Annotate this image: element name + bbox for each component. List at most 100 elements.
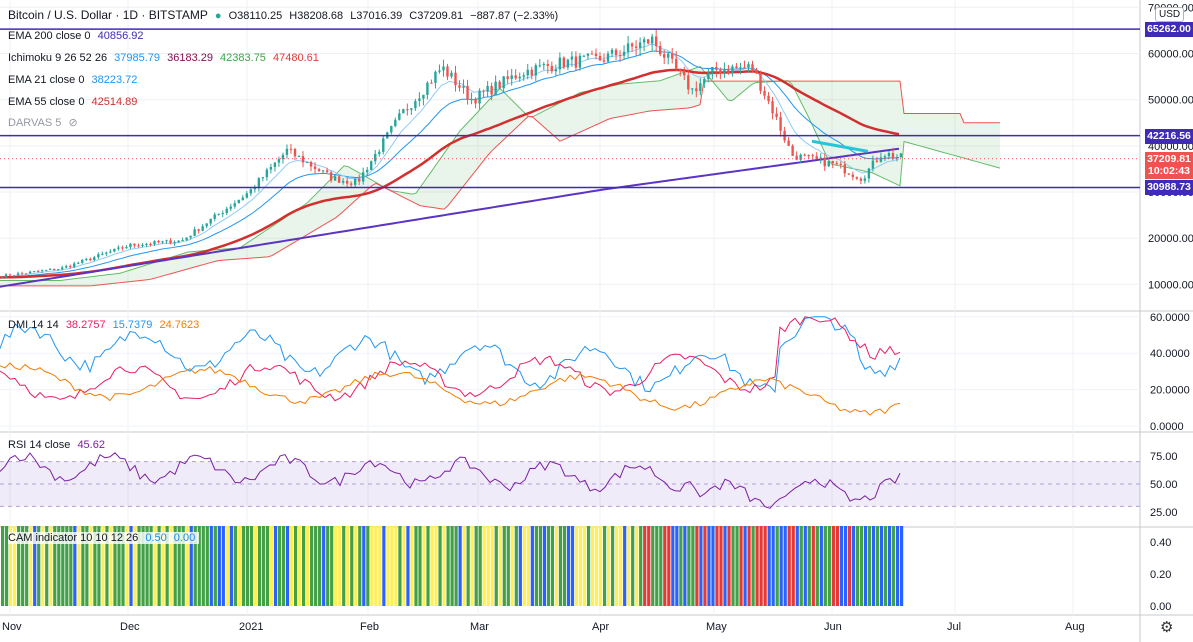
price-tick-label: 40000.00 (1148, 141, 1193, 153)
candle-body (241, 197, 244, 200)
candle-body (458, 85, 461, 88)
ema21-value: 38223.72 (91, 74, 138, 86)
candle-body (554, 69, 558, 72)
cam-legend[interactable]: CAM indicator 10 10 12 26 0.50 0.00 (8, 532, 200, 544)
candle-body (719, 69, 722, 74)
cam-bar (723, 526, 727, 606)
candle-body (121, 247, 124, 249)
cam-bar (699, 526, 703, 606)
candle-body (97, 254, 100, 258)
ema55-legend[interactable]: EMA 55 close 0 42514.89 (8, 96, 141, 108)
cam-bar (695, 526, 699, 606)
cam-bar (61, 526, 65, 606)
candle-body (494, 81, 497, 95)
candle-body (562, 57, 566, 68)
candle-body (93, 257, 96, 260)
candle-body (470, 99, 473, 101)
symbol-title[interactable]: Bitcoin / U.S. Dollar · 1D · BITSTAMP (8, 8, 208, 22)
candle-body (313, 166, 317, 170)
ema21-legend[interactable]: EMA 21 close 0 38223.72 (8, 74, 141, 86)
cam-bar (687, 526, 691, 606)
candle-body (337, 176, 341, 183)
candle-body (261, 177, 265, 179)
cam-bar (350, 526, 354, 606)
cam-bar (494, 526, 498, 606)
candle-body (558, 57, 562, 70)
candle-body (715, 67, 718, 70)
cam-bar (129, 526, 133, 606)
cam-bar (374, 526, 378, 606)
cam-bar (273, 526, 278, 606)
hidden-eye-icon[interactable]: ⊘ (68, 117, 78, 129)
candle-body (602, 60, 606, 62)
cam-bar (558, 526, 563, 606)
ema200-line (0, 147, 900, 288)
cam-bar (277, 526, 282, 606)
cam-bar (342, 526, 346, 606)
cam-bar (711, 526, 715, 606)
cam-bar (574, 526, 579, 606)
cam-bar (887, 526, 892, 606)
candle-body (891, 153, 895, 158)
candle-body (735, 66, 738, 69)
candle-body (249, 189, 253, 194)
currency-badge[interactable]: USD (1155, 7, 1185, 22)
candle-body (217, 213, 220, 215)
dmi-v1: 38.2757 (65, 319, 106, 331)
cam-bar (53, 526, 57, 606)
cam-bar (394, 526, 398, 606)
cam-bar (755, 526, 759, 606)
cam-bar (747, 526, 751, 606)
cam-bar (382, 526, 386, 606)
candle-body (253, 187, 257, 190)
cam-bar (506, 526, 510, 606)
cam-bar (418, 526, 422, 606)
cam-bar (289, 526, 294, 606)
candle-body (687, 75, 690, 90)
candle-body (606, 53, 610, 62)
candle-body (795, 155, 798, 160)
settings-gear-icon[interactable]: ⚙ (1160, 619, 1174, 636)
candle-body (530, 69, 533, 76)
cam-bar (125, 526, 129, 606)
cam-bar (89, 526, 93, 606)
cam-bar (173, 526, 177, 606)
dmi-legend[interactable]: DMI 14 14 38.2757 15.7379 24.7623 (8, 319, 203, 331)
candle-body (153, 241, 156, 245)
rsi-legend[interactable]: RSI 14 close 45.62 (8, 439, 109, 451)
cam-bar (422, 526, 426, 606)
candle-body (185, 237, 188, 241)
cam-bar (209, 526, 213, 606)
candle-body (807, 155, 810, 157)
candle-body (454, 72, 457, 86)
cam-bar (514, 526, 518, 606)
cam-bar (707, 526, 711, 606)
candle-body (867, 168, 871, 179)
candle-body (422, 94, 425, 99)
candle-body (362, 172, 365, 182)
cam-bar (221, 526, 225, 606)
candle-body (56, 269, 60, 271)
candle-body (28, 271, 32, 274)
cam-tick-label: 0.20 (1150, 569, 1171, 581)
candle-body (699, 83, 702, 92)
cam-bar (466, 526, 470, 606)
cam-bar (671, 526, 675, 606)
ema200-legend[interactable]: EMA 200 close 0 40856.92 (8, 30, 148, 42)
candle-body (550, 65, 554, 72)
cam-bar (578, 526, 583, 606)
candle-body (113, 248, 116, 252)
candle-body (707, 72, 710, 80)
dmi-tick-label: 0.0000 (1150, 421, 1184, 433)
cam-bar (366, 526, 370, 606)
cam-bar (133, 526, 137, 606)
cam-bar (354, 526, 358, 606)
candle-body (32, 271, 36, 273)
candle-body (52, 268, 56, 271)
cam-bar (65, 526, 69, 606)
candle-body (229, 206, 232, 209)
darvas-legend[interactable]: DARVAS 5 ⊘ (8, 116, 82, 129)
cam-bar (679, 526, 683, 606)
ichimoku-legend[interactable]: Ichimoku 9 26 52 26 37985.79 36183.29 42… (8, 52, 323, 64)
candle-body (265, 169, 269, 178)
